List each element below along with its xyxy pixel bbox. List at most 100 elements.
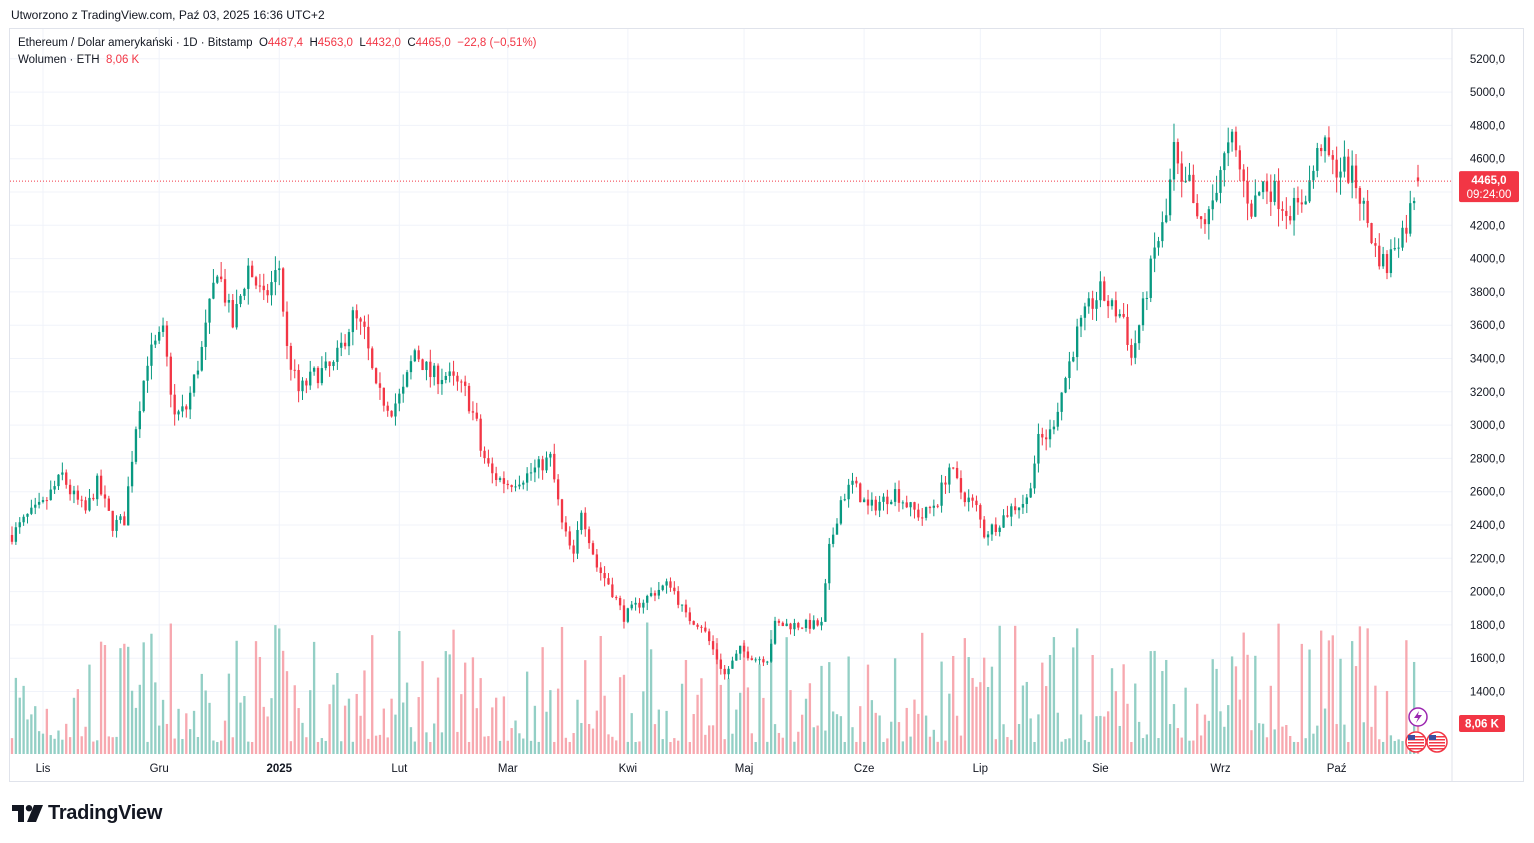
candle [1281,201,1284,221]
candle-body [72,490,76,495]
volume-bar [243,696,246,754]
candle-body [402,386,405,394]
candle [735,650,738,661]
volume-bar [1172,704,1176,754]
candle-body [96,475,99,500]
candle [556,474,560,506]
volume-bar [723,739,726,754]
candle [684,599,688,618]
candle-body [630,604,633,609]
volume-bar [146,741,149,754]
volume-bar [320,738,324,754]
candle [359,316,362,335]
volume-bar [1134,683,1137,754]
candle-body [921,517,924,519]
candle [487,449,490,467]
volume-bar [1168,724,1172,754]
candle [808,613,812,634]
candle [161,317,165,337]
candle-body [200,346,203,371]
candle [913,501,916,519]
volume-bar [96,740,99,754]
volume-bar [580,723,583,754]
volume-bar [433,723,436,754]
volume-bar [560,626,564,754]
candle [1103,276,1106,302]
candle-body [599,567,602,574]
candle-body [30,507,33,514]
candle [309,360,312,390]
candle-body [700,626,703,628]
volume-bar [642,691,645,754]
volume-bar [312,641,316,754]
volume-bar [49,735,52,754]
volume-bar [549,690,552,754]
flag-stripe [1429,736,1445,738]
volume-bar [196,737,200,754]
candle-body [185,406,188,410]
flag-stripe [1429,748,1445,750]
candle [1083,302,1087,331]
volume-bar [413,741,416,754]
volume-bar [1250,730,1253,754]
volume-bar [1045,686,1048,754]
tradingview-brand[interactable]: TradingView [12,801,162,825]
candle-body [762,659,765,663]
candle-body [1242,169,1245,182]
volume-bar [669,741,672,754]
candle [1188,162,1191,182]
volume-bar [874,712,877,754]
volume-bar [1401,741,1404,754]
volume-bar [897,722,901,754]
candle [405,369,409,388]
candle [777,618,781,626]
candle-body [677,591,680,605]
volume-bar [425,732,428,754]
volume-bar [382,708,385,754]
volume-bar [301,722,304,754]
candle [239,294,242,308]
volume-bar [1192,740,1195,754]
candle-body [680,604,684,606]
candle [1223,151,1226,187]
candle [72,485,76,504]
candle-body [1056,411,1059,427]
candle-body [746,651,750,659]
candle-body [839,500,843,524]
candle-body [522,482,525,485]
volume-bar [127,646,130,754]
volume-bar [1211,659,1214,754]
volume-bar [1114,691,1118,754]
candle [692,620,695,626]
flag-stripe [1408,742,1424,744]
candle-body [324,361,327,369]
candle-body [14,527,18,542]
candle-body [374,368,378,384]
candle [979,503,982,529]
candle [502,471,506,494]
candle [510,484,513,493]
candle-body [1246,181,1249,204]
candle-body [835,523,839,535]
candle [994,517,997,536]
volume-bar [607,734,610,754]
volume-bar [626,741,630,754]
candle [1033,455,1036,494]
candle [243,287,246,301]
candle [421,358,424,371]
candle [142,380,145,413]
candle [657,582,660,600]
volume-bar [584,660,587,754]
candle-body [859,483,862,503]
volume-bar [1052,637,1056,754]
candle-body [626,608,630,622]
y-tick-label: 4600,0 [1470,154,1505,166]
volume-badge-bg [1459,715,1505,732]
candle-body [382,387,385,406]
volume-bar [955,715,959,754]
volume-bar [250,741,254,754]
volume-bar [1110,668,1114,754]
volume-bar [185,713,188,754]
candle-body [285,311,289,346]
